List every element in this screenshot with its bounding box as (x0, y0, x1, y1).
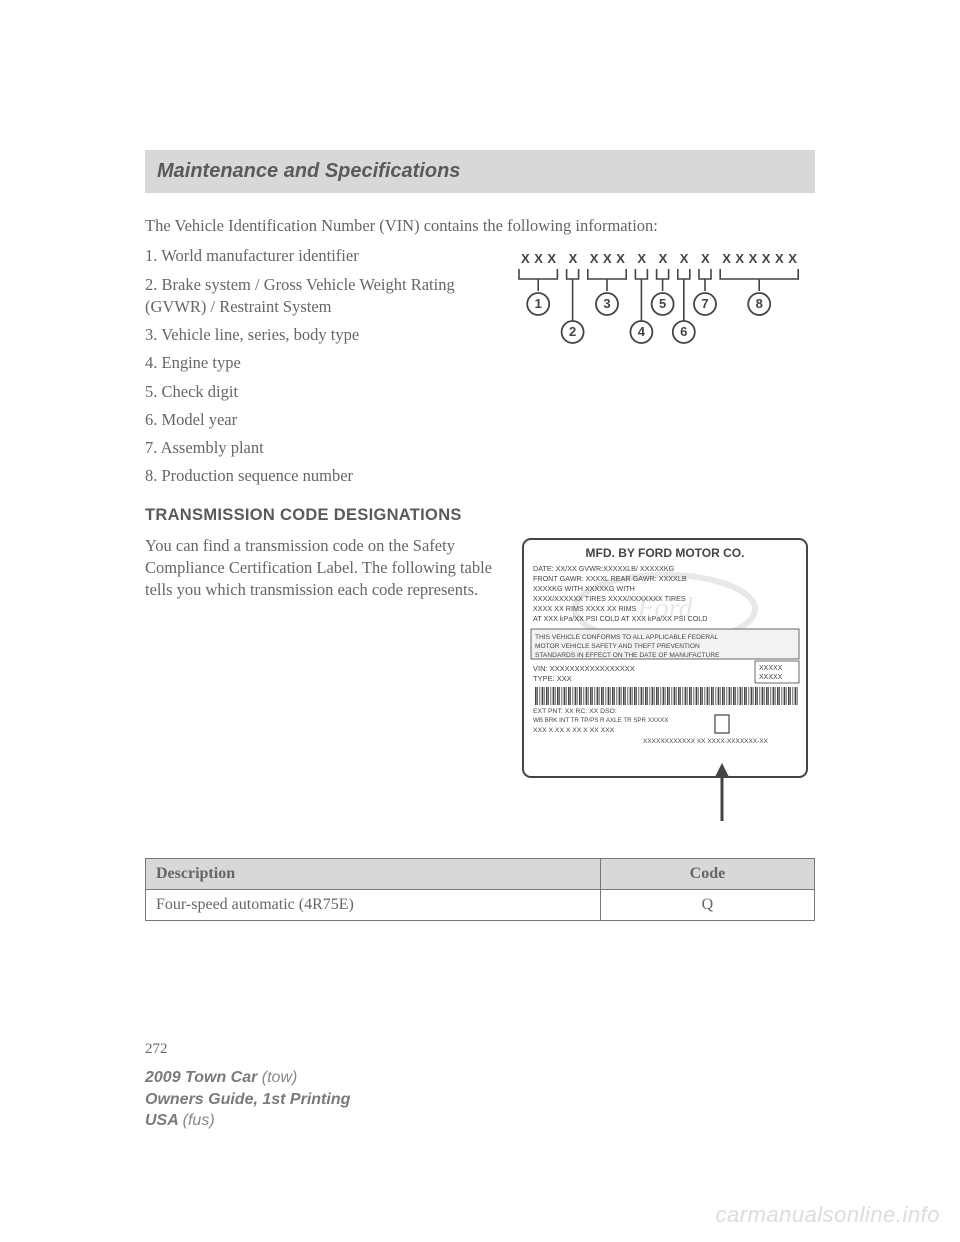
svg-text:7: 7 (701, 296, 708, 311)
svg-text:5: 5 (659, 296, 666, 311)
table-header: Code (600, 858, 814, 889)
table-cell: Four-speed automatic (4R75E) (146, 889, 601, 920)
svg-text:X: X (569, 251, 578, 266)
vin-item: 3. Vehicle line, series, body type (145, 324, 497, 346)
trans-code-table: Description Code Four-speed automatic (4… (145, 858, 815, 921)
footer-code: (tow) (262, 1069, 298, 1086)
svg-text:X: X (590, 251, 599, 266)
svg-text:X: X (722, 251, 731, 266)
footer-guide: Owners Guide, 1st Printing (145, 1089, 350, 1111)
trans-text: You can find a transmission code on the … (145, 535, 497, 840)
vin-item: 5. Check digit (145, 381, 497, 403)
svg-text:XXXXKG WITH XXXXKG: XXXXKG WITH XXXXKG WITH (533, 584, 635, 593)
svg-text:3: 3 (603, 296, 610, 311)
svg-text:X: X (521, 251, 530, 266)
footer-code: (fus) (183, 1112, 215, 1129)
svg-text:X: X (534, 251, 543, 266)
svg-text:DATE: XX/XX GVWR:XX: DATE: XX/XX GVWR:XXXXXLB/ XXXXXKG (533, 564, 675, 573)
svg-text:TYPE: XXX: TYPE: XXX (533, 674, 572, 683)
svg-text:8: 8 (756, 296, 763, 311)
svg-text:X: X (637, 251, 646, 266)
svg-text:XXXXX: XXXXX (759, 674, 783, 681)
svg-text:FRONT GAWR: XXXXL REAR GA: FRONT GAWR: XXXXL REAR GAWR: XXXXLB (533, 574, 687, 583)
svg-text:AT XXX kPa/XX PSI COLD AT XX: AT XXX kPa/XX PSI COLD AT XXX kPa/XX PSI… (533, 614, 707, 623)
svg-text:X: X (603, 251, 612, 266)
svg-text:X: X (749, 251, 758, 266)
watermark: carmanualsonline.info (715, 1202, 940, 1228)
section-title: Maintenance and Specifications (157, 160, 460, 182)
table-header: Description (146, 858, 601, 889)
svg-text:XXXX XX RIMS XXXX XX: XXXX XX RIMS XXXX XX RIMS (533, 604, 637, 613)
footer: 2009 Town Car (tow) Owners Guide, 1st Pr… (145, 1067, 350, 1132)
vin-item: 6. Model year (145, 409, 497, 431)
svg-text:STANDARDS IN EFFECT ON THE DAT: STANDARDS IN EFFECT ON THE DATE OF MANUF… (535, 652, 720, 659)
svg-text:WB BRK INT TR TP/PS R AXL: WB BRK INT TR TP/PS R AXLE TR SPR XXXXX (533, 717, 668, 724)
vin-item: 7. Assembly plant (145, 437, 497, 459)
svg-text:X: X (680, 251, 689, 266)
svg-text:4: 4 (638, 324, 646, 339)
svg-text:THIS VEHICLE CONFORMS TO ALL A: THIS VEHICLE CONFORMS TO ALL APPLICABLE … (535, 634, 718, 641)
vin-item: 4. Engine type (145, 352, 497, 374)
svg-text:EXT PNT: XX RC: XX: EXT PNT: XX RC: XX DSO: (533, 708, 617, 715)
svg-text:XXX X XX X XX X X: XXX X XX X XX X XX XXX (533, 727, 615, 734)
table-cell: Q (600, 889, 814, 920)
vin-item: 1. World manufacturer identifier (145, 245, 497, 267)
vin-list: 1. World manufacturer identifier 2. Brak… (145, 245, 497, 493)
table-row: Four-speed automatic (4R75E) Q (146, 889, 815, 920)
vin-item: 2. Brake system / Gross Vehicle Weight R… (145, 274, 497, 319)
cert-label-figure: FordMFD. BY FORD MOTOR CO.DATE: XX/XX GV… (515, 535, 815, 840)
page-number: 272 (145, 1041, 815, 1058)
svg-text:X: X (788, 251, 797, 266)
intro-text: The Vehicle Identification Number (VIN) … (145, 215, 815, 237)
vin-diagram: XXXXXXXXXXXXXXXXX13578246 (515, 245, 815, 493)
trans-heading: TRANSMISSION CODE DESIGNATIONS (145, 506, 815, 525)
svg-text:MOTOR VEHICLE SAFETY AND THEFT: MOTOR VEHICLE SAFETY AND THEFT PREVENTIO… (535, 643, 700, 650)
svg-text:XXXXXXXXXXXX XX XXXX-XXXXXXX-: XXXXXXXXXXXX XX XXXX-XXXXXXX-XX (643, 738, 769, 745)
section-header: Maintenance and Specifications (145, 150, 815, 193)
svg-text:XXXX/XXXXXX TIRES XXXX/XX: XXXX/XXXXXX TIRES XXXX/XXXXXXX TIRES (533, 594, 686, 603)
svg-text:X: X (735, 251, 744, 266)
svg-text:X: X (775, 251, 784, 266)
svg-text:2: 2 (569, 324, 576, 339)
svg-text:VIN: XXXXXXXXXXXXXXXXX: VIN: XXXXXXXXXXXXXXXXX (533, 664, 635, 673)
svg-text:MFD. BY FORD MOTOR CO.: MFD. BY FORD MOTOR CO. (586, 546, 745, 560)
vin-item: 8. Production sequence number (145, 465, 497, 487)
svg-text:X: X (659, 251, 668, 266)
footer-region: USA (145, 1112, 183, 1129)
svg-text:X: X (547, 251, 556, 266)
svg-text:1: 1 (535, 296, 542, 311)
footer-model: 2009 Town Car (145, 1069, 262, 1086)
svg-text:XXXXX: XXXXX (759, 665, 783, 672)
svg-text:6: 6 (680, 324, 687, 339)
svg-text:X: X (701, 251, 710, 266)
svg-text:X: X (616, 251, 625, 266)
svg-text:X: X (762, 251, 771, 266)
